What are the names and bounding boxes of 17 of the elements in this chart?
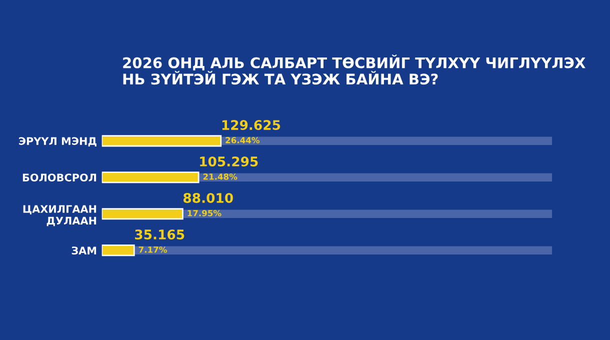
bar <box>102 244 135 256</box>
data-label: 7.17% <box>138 246 167 253</box>
bar <box>102 172 200 184</box>
data-label: 17.95% <box>188 210 222 216</box>
annotation: 105.295 <box>200 156 258 166</box>
y-tick-label: ЭРҮҮЛ МЭНД <box>19 137 96 146</box>
y-tick-label: БОЛОВСРОЛ <box>22 174 96 182</box>
bar <box>102 208 184 220</box>
annotation: 35.165 <box>135 229 184 240</box>
data-label: 21.48% <box>203 173 238 180</box>
chart-title: 2026 ОНД АЛЬ САЛБАРТ ТӨСВИЙГ ТҮЛХҮҮ ЧИГЛҮҮЛЭХ НЬ ЗҮЙТЭЙ ГЭЖ ТА ҮЗЭЖ БАЙНА ВЭ? <box>123 54 586 85</box>
bar <box>102 135 222 147</box>
y-tick-label: ЦАХИЛГААН ДУЛААН <box>23 205 96 226</box>
data-label: 26.44% <box>226 137 260 144</box>
y-tick-label: ЗАМ <box>72 246 96 254</box>
annotation: 129.625 <box>222 120 280 130</box>
annotation: 88.010 <box>183 193 233 203</box>
